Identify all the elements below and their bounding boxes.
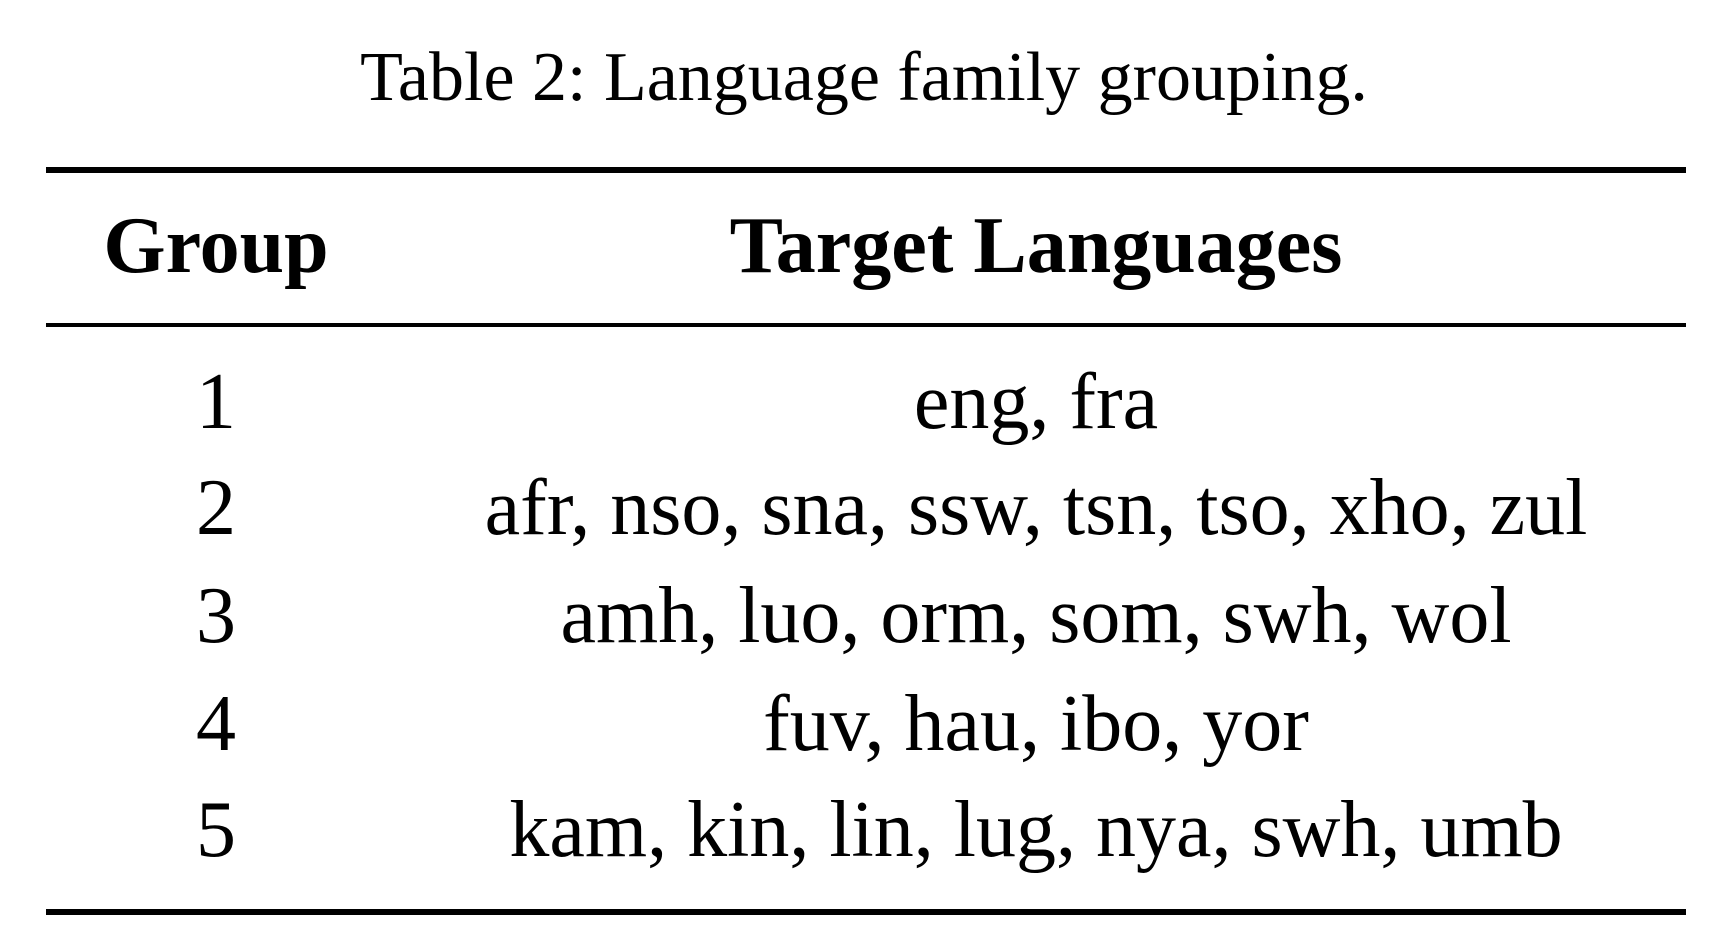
table-header-rule xyxy=(46,323,1686,327)
table-top-rule xyxy=(46,167,1686,173)
column-header-target-languages: Target Languages xyxy=(729,202,1343,290)
table-cell-group: 3 xyxy=(196,572,236,660)
table-cell-group: 1 xyxy=(196,358,236,446)
column-header-group: Group xyxy=(103,202,329,290)
table-caption: Table 2: Language family grouping. xyxy=(360,39,1368,116)
table-cell-languages: amh, luo, orm, som, swh, wol xyxy=(560,572,1512,660)
table-cell-languages: kam, kin, lin, lug, nya, swh, umb xyxy=(509,786,1563,874)
table-cell-languages: eng, fra xyxy=(913,358,1159,446)
table-cell-languages: fuv, hau, ibo, yor xyxy=(763,680,1309,768)
table-cell-group: 4 xyxy=(196,680,236,768)
table-cell-group: 2 xyxy=(196,464,236,552)
table-bottom-rule xyxy=(46,909,1686,915)
table-cell-group: 5 xyxy=(196,786,236,874)
table-cell-languages: afr, nso, sna, ssw, tsn, tso, xho, zul xyxy=(484,464,1588,552)
